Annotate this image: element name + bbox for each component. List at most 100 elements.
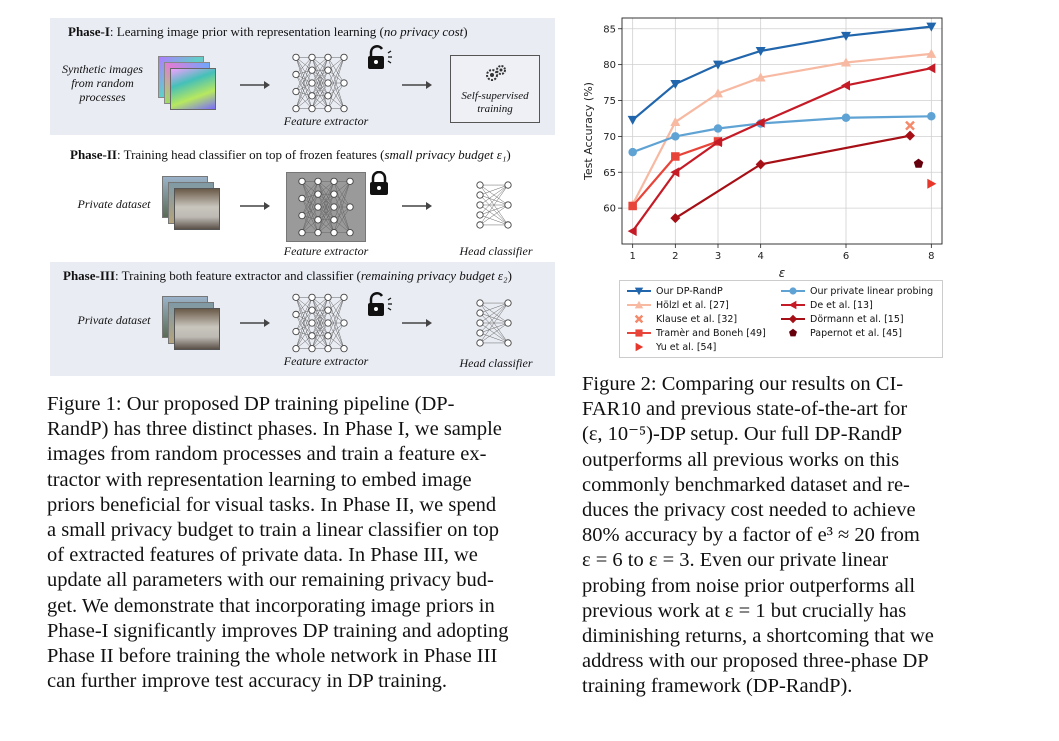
- data-point: [627, 115, 638, 125]
- series-line: [632, 115, 932, 154]
- private-images-stack: [162, 296, 222, 354]
- nn-node: [504, 339, 512, 347]
- data-point: [670, 167, 680, 178]
- legend-item: Klause et al. [32]: [626, 313, 737, 325]
- legend-label: Our DP-RandP: [656, 285, 723, 297]
- data-point: [926, 22, 937, 32]
- figure2-caption: Figure 2: Comparing our results on CI- FA…: [582, 372, 972, 700]
- data-point: [927, 112, 936, 121]
- caption-line: a small privacy budget to train a linear…: [47, 519, 499, 542]
- series-our-dp-randp: [627, 22, 937, 125]
- nn-node: [340, 79, 348, 87]
- caption-line: duces the privacy cost needed to achieve: [582, 499, 916, 522]
- nn-node: [308, 319, 316, 327]
- caption-line: (ε, 10⁻⁵)-DP setup. Our full DP-RandP: [582, 423, 903, 446]
- self-supervised-label: Self-supervised training: [461, 90, 529, 115]
- legend-item: Yu et al. [54]: [626, 341, 716, 353]
- nn-node: [324, 105, 332, 113]
- data-point: [670, 80, 681, 90]
- data-point: [627, 226, 637, 237]
- y-tick-label: 80: [603, 60, 616, 71]
- legend-item: Tramèr and Boneh [49]: [626, 327, 766, 339]
- caption-line: Phase-I significantly improves DP traini…: [47, 619, 509, 642]
- caption-line: get. We demonstrate that incorporating i…: [47, 594, 495, 617]
- caption-line: RandP) has three distinct phases. In Pha…: [47, 418, 502, 441]
- legend-swatch: [781, 300, 805, 310]
- nn-node: [314, 177, 322, 185]
- data-point: [755, 117, 765, 128]
- x-tick-label: 1: [629, 251, 635, 262]
- caption-line: training framework (DP-RandP).: [582, 675, 853, 698]
- nn-node: [476, 299, 484, 307]
- nn-node: [504, 221, 512, 229]
- caption-line: update all parameters with our remaining…: [47, 569, 494, 592]
- legend-item: Dörmann et al. [15]: [780, 313, 904, 325]
- caption-line: probing from noise prior outperforms all: [582, 574, 916, 597]
- data-point: [905, 120, 915, 131]
- nn-node: [324, 79, 332, 87]
- nn-node: [504, 201, 512, 209]
- nn-node: [330, 229, 338, 237]
- caption-line: priors beneficial for visual tasks. In P…: [47, 493, 497, 516]
- legend-item: Our DP-RandP: [626, 285, 723, 297]
- phase2-extractor-label: Feature extractor: [283, 244, 369, 258]
- nn-node: [340, 53, 348, 61]
- nn-node: [476, 329, 484, 337]
- nn-node: [504, 181, 512, 189]
- head-classifier-icon: [474, 298, 514, 348]
- caption-line: previous work at ε = 1 but crucially has: [582, 599, 907, 622]
- nn-node: [314, 190, 322, 198]
- nn-node: [340, 293, 348, 301]
- nn-node: [292, 345, 300, 353]
- chart-svg: 1 2 3 4 6 8 60 65 70 75 80 85 ε Test Accuracy (%): [582, 17, 943, 280]
- frozen-extractor-box: [286, 172, 366, 242]
- data-point: [913, 158, 924, 168]
- nn-node: [330, 177, 338, 185]
- data-point: [670, 117, 681, 127]
- nn-node: [340, 345, 348, 353]
- x-tick-label: 4: [757, 251, 763, 262]
- nn-node: [346, 203, 354, 211]
- phase3-extractor-label: Feature extractor: [283, 354, 369, 368]
- legend-swatch: [634, 314, 644, 324]
- y-tick-label: 65: [603, 168, 616, 179]
- nn-node: [324, 293, 332, 301]
- y-axis-label: Test Accuracy (%): [582, 82, 595, 181]
- legend-label: Hölzl et al. [27]: [656, 299, 729, 311]
- data-point: [628, 201, 637, 211]
- nn-node: [324, 345, 332, 353]
- nn-node: [324, 92, 332, 100]
- data-point: [670, 213, 681, 224]
- nn-node: [292, 53, 300, 61]
- legend-label: Klause et al. [32]: [656, 313, 738, 325]
- nn-node: [340, 105, 348, 113]
- nn-node: [476, 221, 484, 229]
- legend-swatch: [635, 342, 644, 352]
- legend-label: Tramèr and Boneh [49]: [656, 327, 766, 339]
- head-classifier-icon: [474, 180, 514, 230]
- series-line: [631, 67, 932, 232]
- legend-item: Hölzl et al. [27]: [626, 299, 729, 311]
- nn-node: [476, 309, 484, 317]
- x-tick-label: 3: [715, 251, 721, 262]
- legend-label: De et al. [13]: [810, 299, 873, 311]
- nn-node: [298, 211, 306, 220]
- legend-swatch: [781, 314, 805, 324]
- nn-node: [476, 211, 484, 219]
- phase1-title: Phase-I: Learning image prior with repre…: [68, 24, 468, 39]
- nn-node: [324, 306, 332, 314]
- plot-frame: [621, 17, 943, 245]
- arrow-icon: [402, 316, 432, 330]
- nn-node: [330, 190, 338, 198]
- nn-node: [308, 345, 316, 353]
- caption-line: images from random processes and train a…: [47, 443, 487, 466]
- series-papernot-et-al-45-: [913, 158, 924, 168]
- nn-node: [504, 319, 512, 327]
- data-point: [755, 47, 766, 57]
- caption-line: ε = 6 to ε = 3. Even our private linear: [582, 549, 889, 572]
- nn-node: [308, 92, 316, 100]
- synthetic-images-stack: [158, 56, 218, 116]
- caption-line: Phase II before training the whole netwo…: [47, 645, 498, 668]
- legend-label: Dörmann et al. [15]: [810, 313, 904, 325]
- nn-node: [308, 79, 316, 87]
